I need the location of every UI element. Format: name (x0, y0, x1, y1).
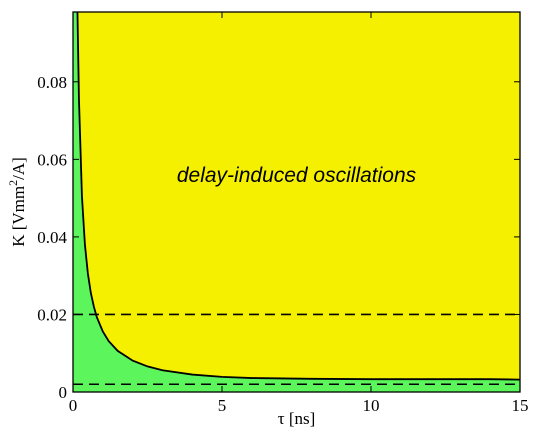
y-tick-label-4: 0.08 (37, 73, 67, 92)
y-tick-label-0: 0 (59, 383, 68, 402)
x-axis-label: τ [ns] (278, 409, 316, 428)
oscillation-region (73, 12, 520, 392)
x-tick-label-3: 15 (512, 396, 529, 415)
y-tick-label-2: 0.04 (37, 228, 67, 247)
x-tick-label-2: 10 (363, 396, 380, 415)
annotation-delay-induced-oscillations: delay-induced oscillations (177, 164, 417, 187)
y-tick-label-3: 0.06 (37, 150, 67, 169)
y-tick-label-1: 0.02 (37, 305, 67, 324)
y-axis-label: K [Vmm2/A] (6, 157, 28, 247)
stable-region (73, 12, 520, 392)
plot-frame (72, 11, 521, 393)
x-tick-label-0: 0 (69, 396, 78, 415)
boundary-curve (76, 11, 521, 381)
x-tick-label-1: 5 (218, 396, 227, 415)
